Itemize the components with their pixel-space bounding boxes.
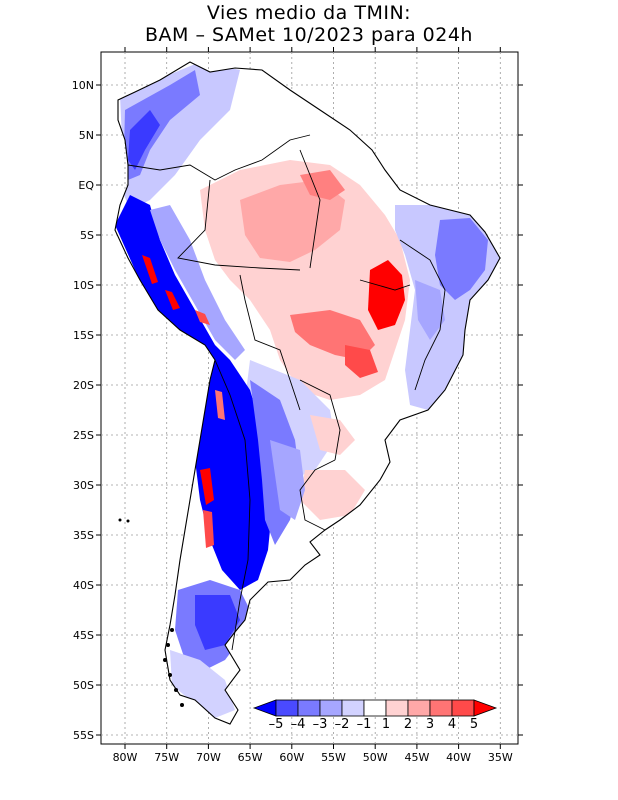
goias-red-spot <box>345 345 378 378</box>
lat-tick-label: 30S <box>73 479 94 492</box>
lat-tick-label: 45S <box>73 629 94 642</box>
andes-chile-strong-blue <box>195 350 272 590</box>
border-brazil-states-2 <box>359 279 411 291</box>
longitude-axis: 80W 75W 70W 65W 60W 55W 50W 45W 40W 35W <box>113 47 513 764</box>
lat-tick-label: 55S <box>73 729 94 742</box>
border-guianas <box>299 149 321 269</box>
colorbar-bin <box>473 699 498 717</box>
map-title-line-2: BAM – SAMet 10/2023 para 024h <box>145 24 473 46</box>
amazon-mid-red-region <box>240 180 345 262</box>
colorbar-bin <box>275 699 299 717</box>
lon-tick-label: 75W <box>154 751 179 764</box>
bias-field <box>114 61 501 725</box>
colorbar-bin <box>429 699 453 717</box>
andes-peru-strong-blue <box>115 195 230 372</box>
south-light-red-spot <box>310 415 355 455</box>
colorbar-label: –1 <box>357 717 372 732</box>
country-borders <box>127 134 446 651</box>
border-chile-argentina <box>214 359 251 651</box>
colorbar-label: 4 <box>448 717 456 732</box>
chile-red-strip-2 <box>203 510 214 548</box>
lat-tick-label: 10S <box>73 279 94 292</box>
colorbar-label: –5 <box>269 717 284 732</box>
lat-tick-label: 5N <box>79 129 94 142</box>
lat-tick-label: 50S <box>73 679 94 692</box>
border-paraguay <box>299 379 341 461</box>
colorbar: –5 –4 –3 –2 –1 1 2 3 4 5 <box>252 699 498 732</box>
lon-tick-label: 45W <box>404 751 429 764</box>
border-bolivia <box>239 274 301 411</box>
continent-outline <box>114 61 501 725</box>
colorbar-label: 2 <box>404 717 412 732</box>
colorbar-label: 1 <box>382 717 390 732</box>
colorbar-label: 5 <box>470 717 478 732</box>
colorbar-bin <box>363 699 387 717</box>
patagonia-strong-blue <box>195 595 240 650</box>
lat-tick-label: 35S <box>73 529 94 542</box>
lat-tick-label: 5S <box>80 229 94 242</box>
andes-peru-light-blue <box>150 205 245 360</box>
colorbar-label: –2 <box>335 717 350 732</box>
argentina-light-blue <box>270 440 305 520</box>
lon-tick-label: 70W <box>196 751 221 764</box>
chile-red-strip-3 <box>215 390 225 420</box>
colorbar-bin <box>451 699 475 717</box>
lat-tick-label: 20S <box>73 379 94 392</box>
colorbar-label: –3 <box>313 717 328 732</box>
lon-tick-label: 35W <box>488 751 513 764</box>
uruguay-light-red <box>300 470 365 520</box>
nw-strong-blue-region <box>128 110 160 170</box>
border-peru-brazil <box>177 179 301 271</box>
lon-tick-label: 80W <box>113 751 138 764</box>
chile-red-strip-1 <box>200 468 214 505</box>
chile-islands <box>118 518 184 707</box>
border-colombia-venezuela <box>127 134 311 181</box>
latitude-axis: 10N 5N EQ 5S 10S 15S 20S 25S 30S 35S 40S 45S 50S 55S <box>72 79 523 742</box>
colorbar-bin <box>319 699 343 717</box>
peru-red-spot-2 <box>165 290 180 310</box>
tocantins-strong-red <box>368 260 405 330</box>
northeast-mid-blue-region <box>435 218 488 300</box>
lon-tick-label: 60W <box>279 751 304 764</box>
lat-tick-label: 25S <box>73 429 94 442</box>
colorbar-bin <box>385 699 409 717</box>
colorbar-label: 3 <box>426 717 434 732</box>
lat-tick-label: EQ <box>78 179 94 192</box>
map-title-line-1: Vies medio da TMIN: <box>206 2 412 24</box>
colorbar-bin <box>297 699 321 717</box>
lon-tick-label: 50W <box>363 751 388 764</box>
lon-tick-label: 65W <box>238 751 263 764</box>
peru-red-spot-3 <box>195 310 210 325</box>
border-uruguay <box>299 459 336 531</box>
colorbar-bin <box>407 699 431 717</box>
lat-tick-label: 15S <box>73 329 94 342</box>
tierra-del-fuego-light-blue <box>170 650 235 718</box>
lon-tick-label: 40W <box>446 751 471 764</box>
lat-tick-label: 10N <box>72 79 94 92</box>
bahia-light-blue <box>415 280 445 340</box>
colorbar-label: –4 <box>291 717 306 732</box>
border-brazil-states <box>399 239 446 391</box>
colorbar-bin <box>341 699 365 717</box>
lat-tick-label: 40S <box>73 579 94 592</box>
peru-red-spot-1 <box>142 255 158 284</box>
lon-tick-label: 55W <box>321 751 346 764</box>
